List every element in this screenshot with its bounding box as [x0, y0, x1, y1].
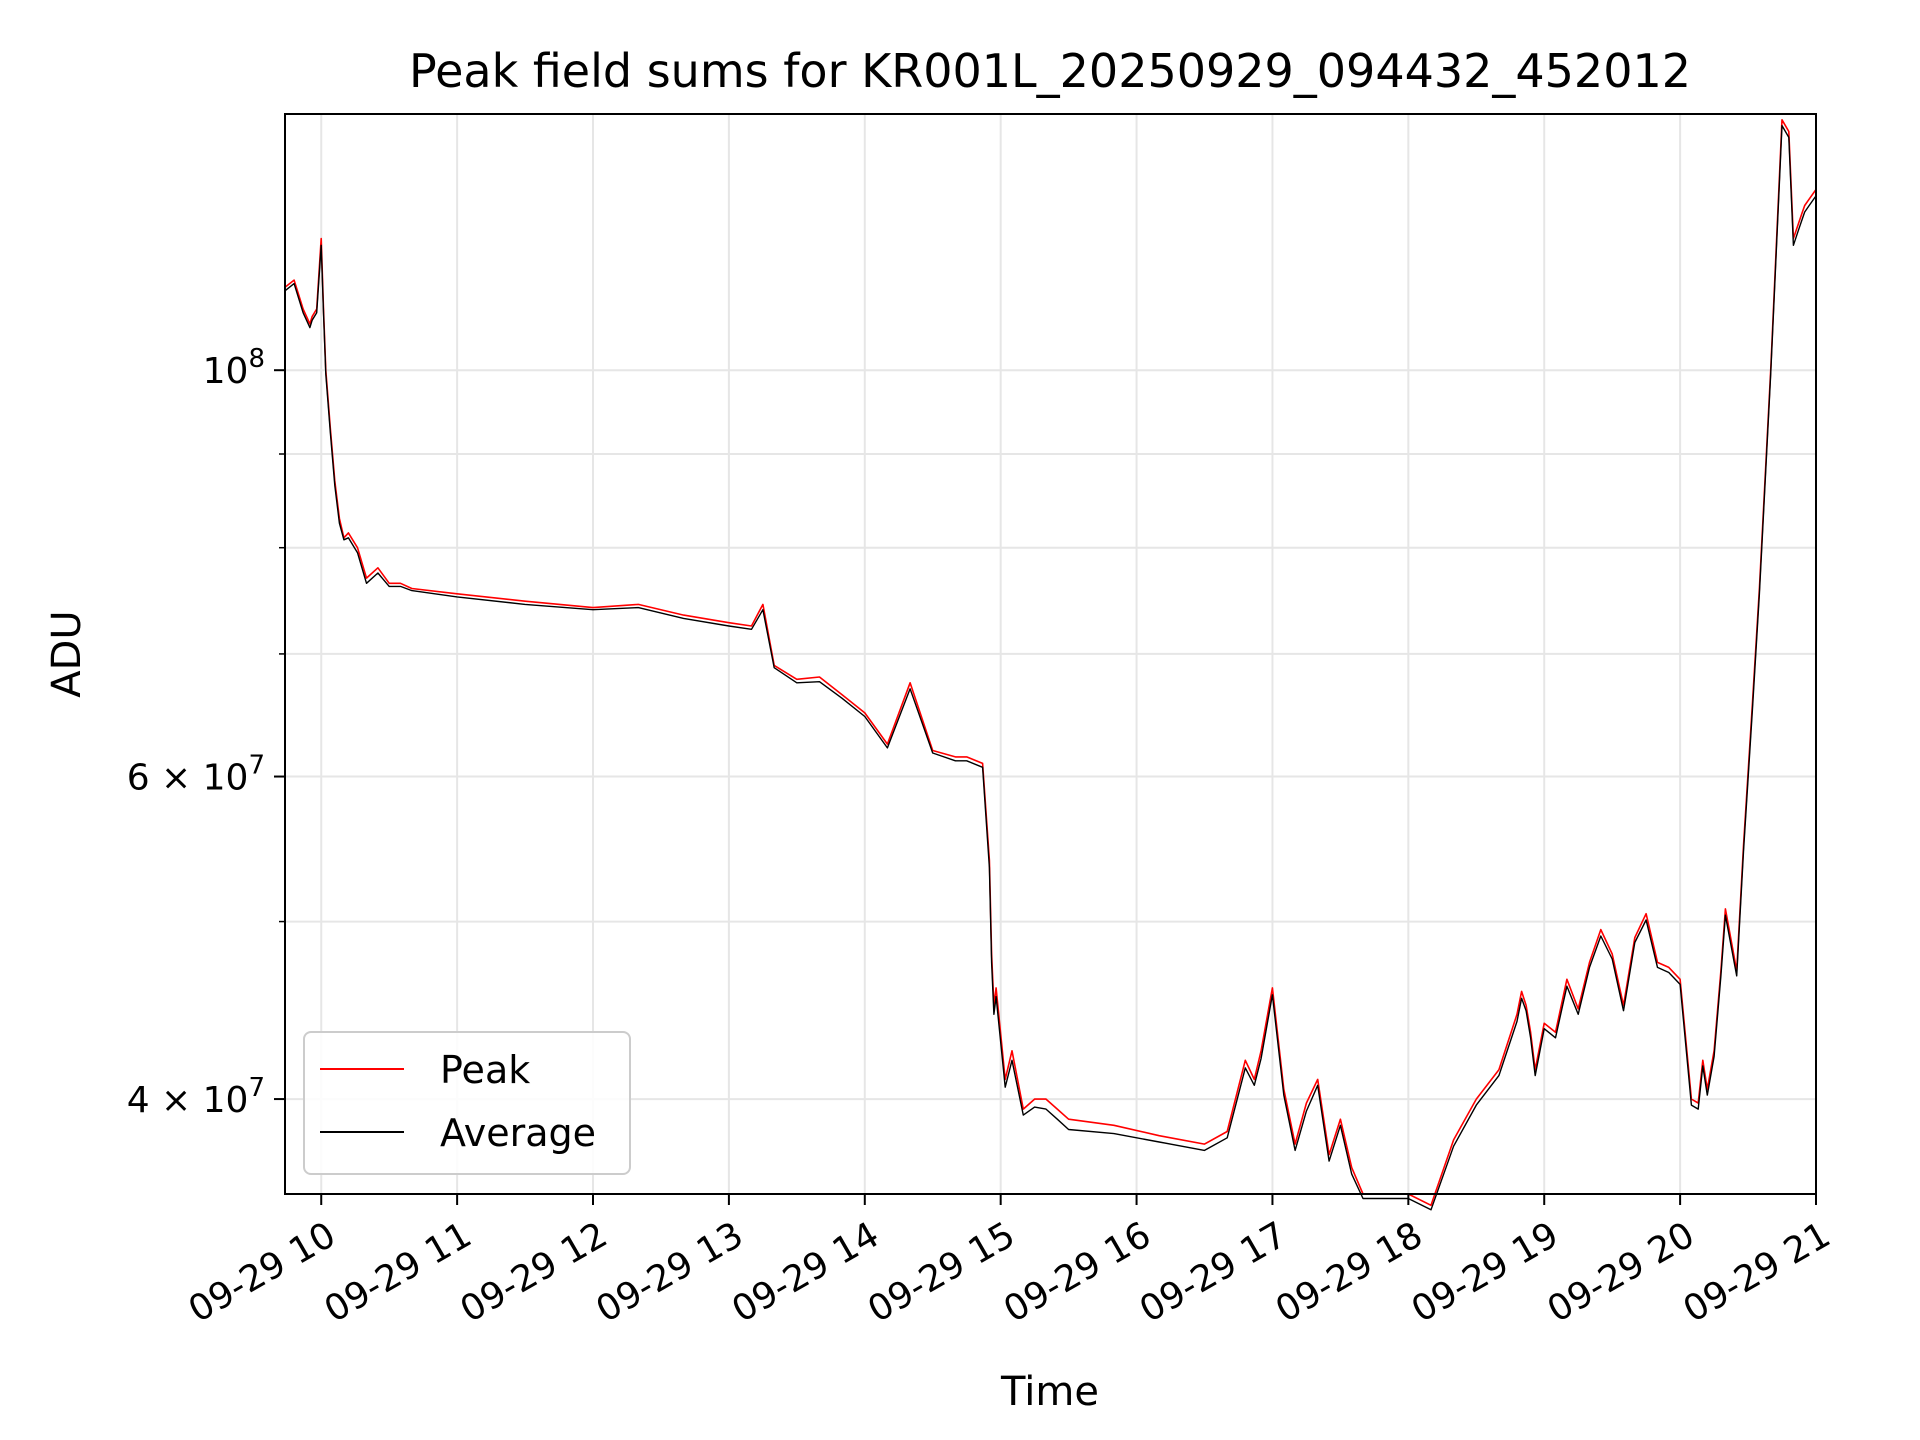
series-line-average [284, 124, 1817, 1211]
legend-box [303, 1031, 631, 1175]
y-tick-label: 108 [203, 344, 265, 392]
series-layer [284, 119, 1817, 1211]
y-axis-label: ADU [44, 610, 90, 697]
legend-label-peak: Peak [440, 1048, 530, 1092]
chart-title: Peak field sums for KR001L_20250929_0944… [409, 44, 1691, 98]
y-tick-label: 4 × 107 [127, 1073, 265, 1121]
legend-label-average: Average [440, 1111, 596, 1155]
x-axis-label: Time [1000, 1369, 1099, 1415]
legend: Peak Average [303, 1031, 631, 1175]
y-tick-label: 6 × 107 [127, 751, 265, 799]
series-line-peak [284, 119, 1817, 1207]
